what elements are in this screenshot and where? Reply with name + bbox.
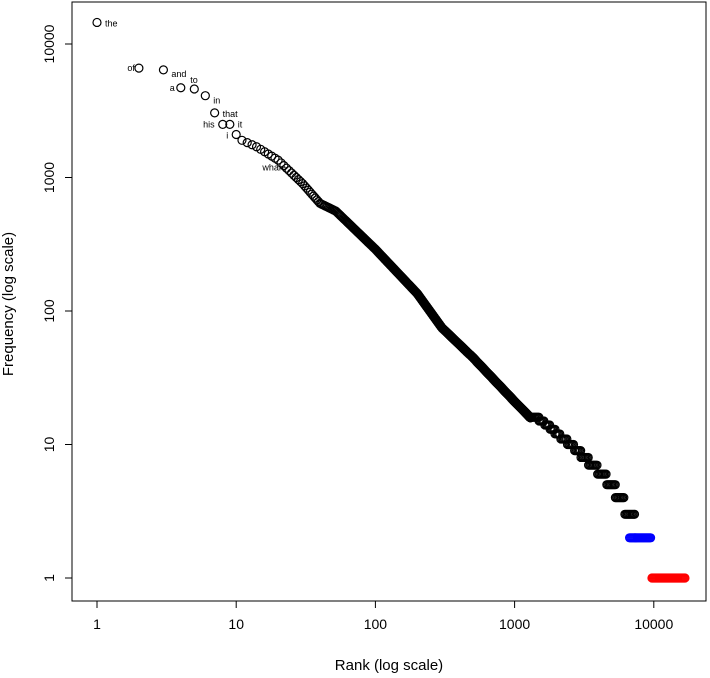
- data-point: [289, 170, 299, 180]
- data-point: [176, 83, 186, 93]
- data-point: [247, 140, 257, 150]
- x-tick-label: 10000: [634, 616, 673, 632]
- step-point: [610, 480, 620, 490]
- data-point: [225, 119, 235, 129]
- word-label-a: a: [170, 83, 175, 93]
- data-point: [276, 158, 286, 168]
- data-point: [210, 108, 220, 118]
- word-label-whale: whale: [261, 163, 286, 173]
- word-label-to: to: [190, 75, 198, 85]
- data-point: [279, 161, 289, 171]
- y-axis-label: Frequency (log scale): [0, 232, 17, 376]
- data-point: [281, 163, 292, 173]
- data-point: [242, 138, 252, 148]
- data-point: [237, 135, 247, 145]
- y-tick-label: 10000: [41, 24, 57, 63]
- x-tick-label: 100: [364, 616, 388, 632]
- word-label-of: of: [127, 63, 135, 73]
- data-point: [189, 84, 199, 94]
- x-tick-label: 10: [228, 616, 244, 632]
- y-tick-label: 1: [41, 574, 57, 582]
- word-label-i: i: [226, 131, 228, 141]
- x-axis: 1 10 100 1000 10000: [93, 600, 673, 632]
- y-tick-label: 1000: [41, 162, 57, 193]
- step-point: [629, 509, 640, 519]
- x-tick-label: 1: [93, 616, 101, 632]
- points-layer: [92, 17, 690, 583]
- step-point: [601, 469, 611, 479]
- step-point: [619, 493, 629, 503]
- word-label-in: in: [213, 96, 220, 106]
- data-point: [92, 17, 102, 28]
- frequency-2-point: [645, 533, 656, 543]
- word-label-his: his: [203, 119, 215, 129]
- data-point: [134, 63, 144, 73]
- x-tick-label: 1000: [499, 616, 530, 632]
- data-point: [158, 65, 169, 75]
- plot-frame: [71, 1, 707, 602]
- data-point: [200, 91, 210, 101]
- word-label-the: the: [105, 19, 118, 29]
- data-point: [218, 119, 228, 129]
- y-tick-label: 10: [41, 437, 57, 453]
- word-label-it: it: [238, 119, 243, 129]
- frequency-1-point: [680, 573, 690, 583]
- x-axis-label: Rank (log scale): [335, 657, 443, 674]
- data-point: [284, 166, 294, 176]
- word-label-that: that: [223, 109, 239, 119]
- step-point: [592, 460, 602, 470]
- word-label-and: and: [171, 69, 186, 79]
- data-point: [231, 129, 241, 140]
- data-point: [273, 155, 283, 165]
- y-tick-label: 100: [41, 299, 57, 323]
- y-axis: 1 10 100 1000 10000: [41, 24, 73, 582]
